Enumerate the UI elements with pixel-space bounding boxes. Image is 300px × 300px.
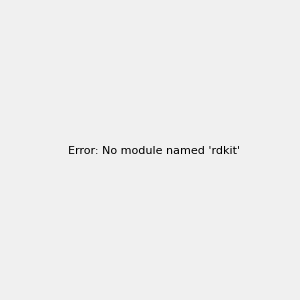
Text: Error: No module named 'rdkit': Error: No module named 'rdkit': [68, 146, 240, 157]
